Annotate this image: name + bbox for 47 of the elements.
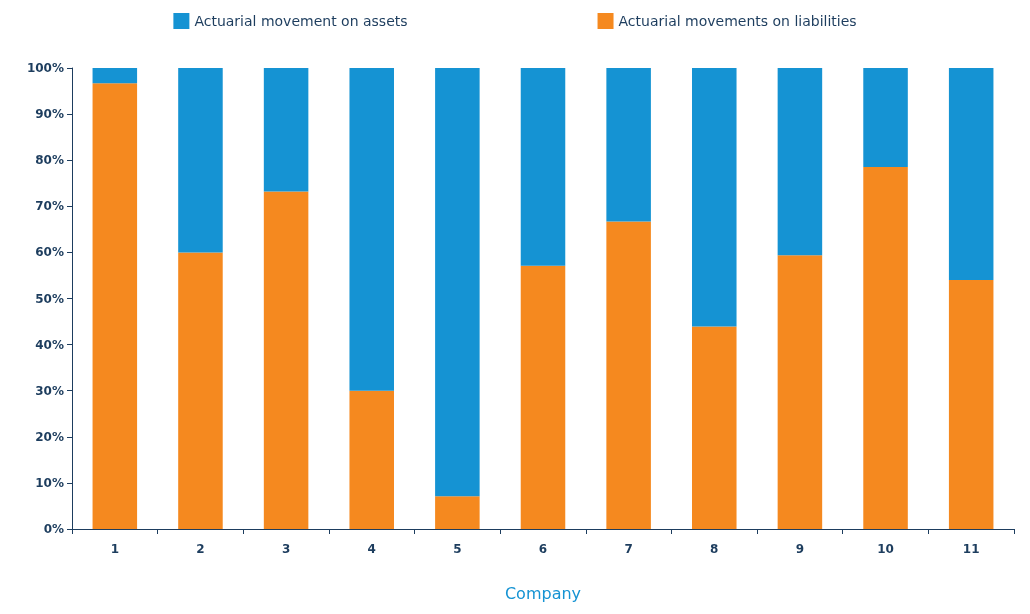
legend-label: Actuarial movement on assets bbox=[194, 13, 408, 29]
x-tick-label: 11 bbox=[962, 542, 980, 556]
bar bbox=[178, 68, 223, 253]
bar bbox=[948, 68, 994, 281]
bar bbox=[178, 252, 223, 529]
bar bbox=[948, 280, 994, 529]
y-tick-label: 100% bbox=[26, 61, 64, 75]
y-tick-label: 90% bbox=[35, 107, 64, 122]
bar bbox=[92, 83, 138, 529]
bar bbox=[606, 68, 651, 222]
y-tick-label: 80% bbox=[35, 153, 64, 168]
x-axis-title: Company bbox=[504, 583, 582, 603]
y-tick-label: 0% bbox=[43, 522, 64, 536]
bar bbox=[263, 68, 309, 192]
legend-label: Actuarial movements on liabilities bbox=[618, 13, 857, 29]
bar bbox=[692, 326, 737, 529]
x-tick-label: 2 bbox=[196, 542, 205, 556]
bar bbox=[606, 221, 651, 529]
bar bbox=[863, 167, 908, 529]
x-tick-label: 5 bbox=[453, 542, 462, 556]
bar bbox=[692, 68, 737, 327]
bar bbox=[435, 496, 480, 529]
bar bbox=[520, 265, 566, 529]
bar bbox=[349, 68, 394, 391]
x-tick-label: 6 bbox=[538, 542, 548, 556]
y-tick-label: 20% bbox=[35, 429, 64, 444]
bar bbox=[520, 68, 566, 266]
y-tick-label: 30% bbox=[35, 383, 64, 398]
y-tick-label: 50% bbox=[35, 291, 64, 306]
bar bbox=[92, 68, 138, 84]
y-tick-label: 10% bbox=[35, 475, 64, 490]
y-tick-label: 40% bbox=[35, 337, 64, 352]
x-tick-label: 9 bbox=[795, 542, 805, 556]
x-tick-label: 3 bbox=[281, 542, 291, 556]
bar bbox=[349, 390, 394, 529]
x-tick-label: 8 bbox=[710, 542, 719, 556]
bar bbox=[777, 255, 823, 529]
y-tick-label: 70% bbox=[35, 199, 64, 214]
x-tick-label: 4 bbox=[367, 542, 376, 556]
y-tick-label: 60% bbox=[35, 245, 64, 260]
bar bbox=[863, 68, 908, 168]
bar bbox=[777, 68, 823, 256]
bar bbox=[435, 68, 480, 497]
bar bbox=[263, 191, 309, 529]
x-tick-label: 10 bbox=[877, 542, 894, 556]
x-tick-label: 7 bbox=[624, 542, 633, 556]
x-tick-label: 1 bbox=[110, 542, 119, 556]
